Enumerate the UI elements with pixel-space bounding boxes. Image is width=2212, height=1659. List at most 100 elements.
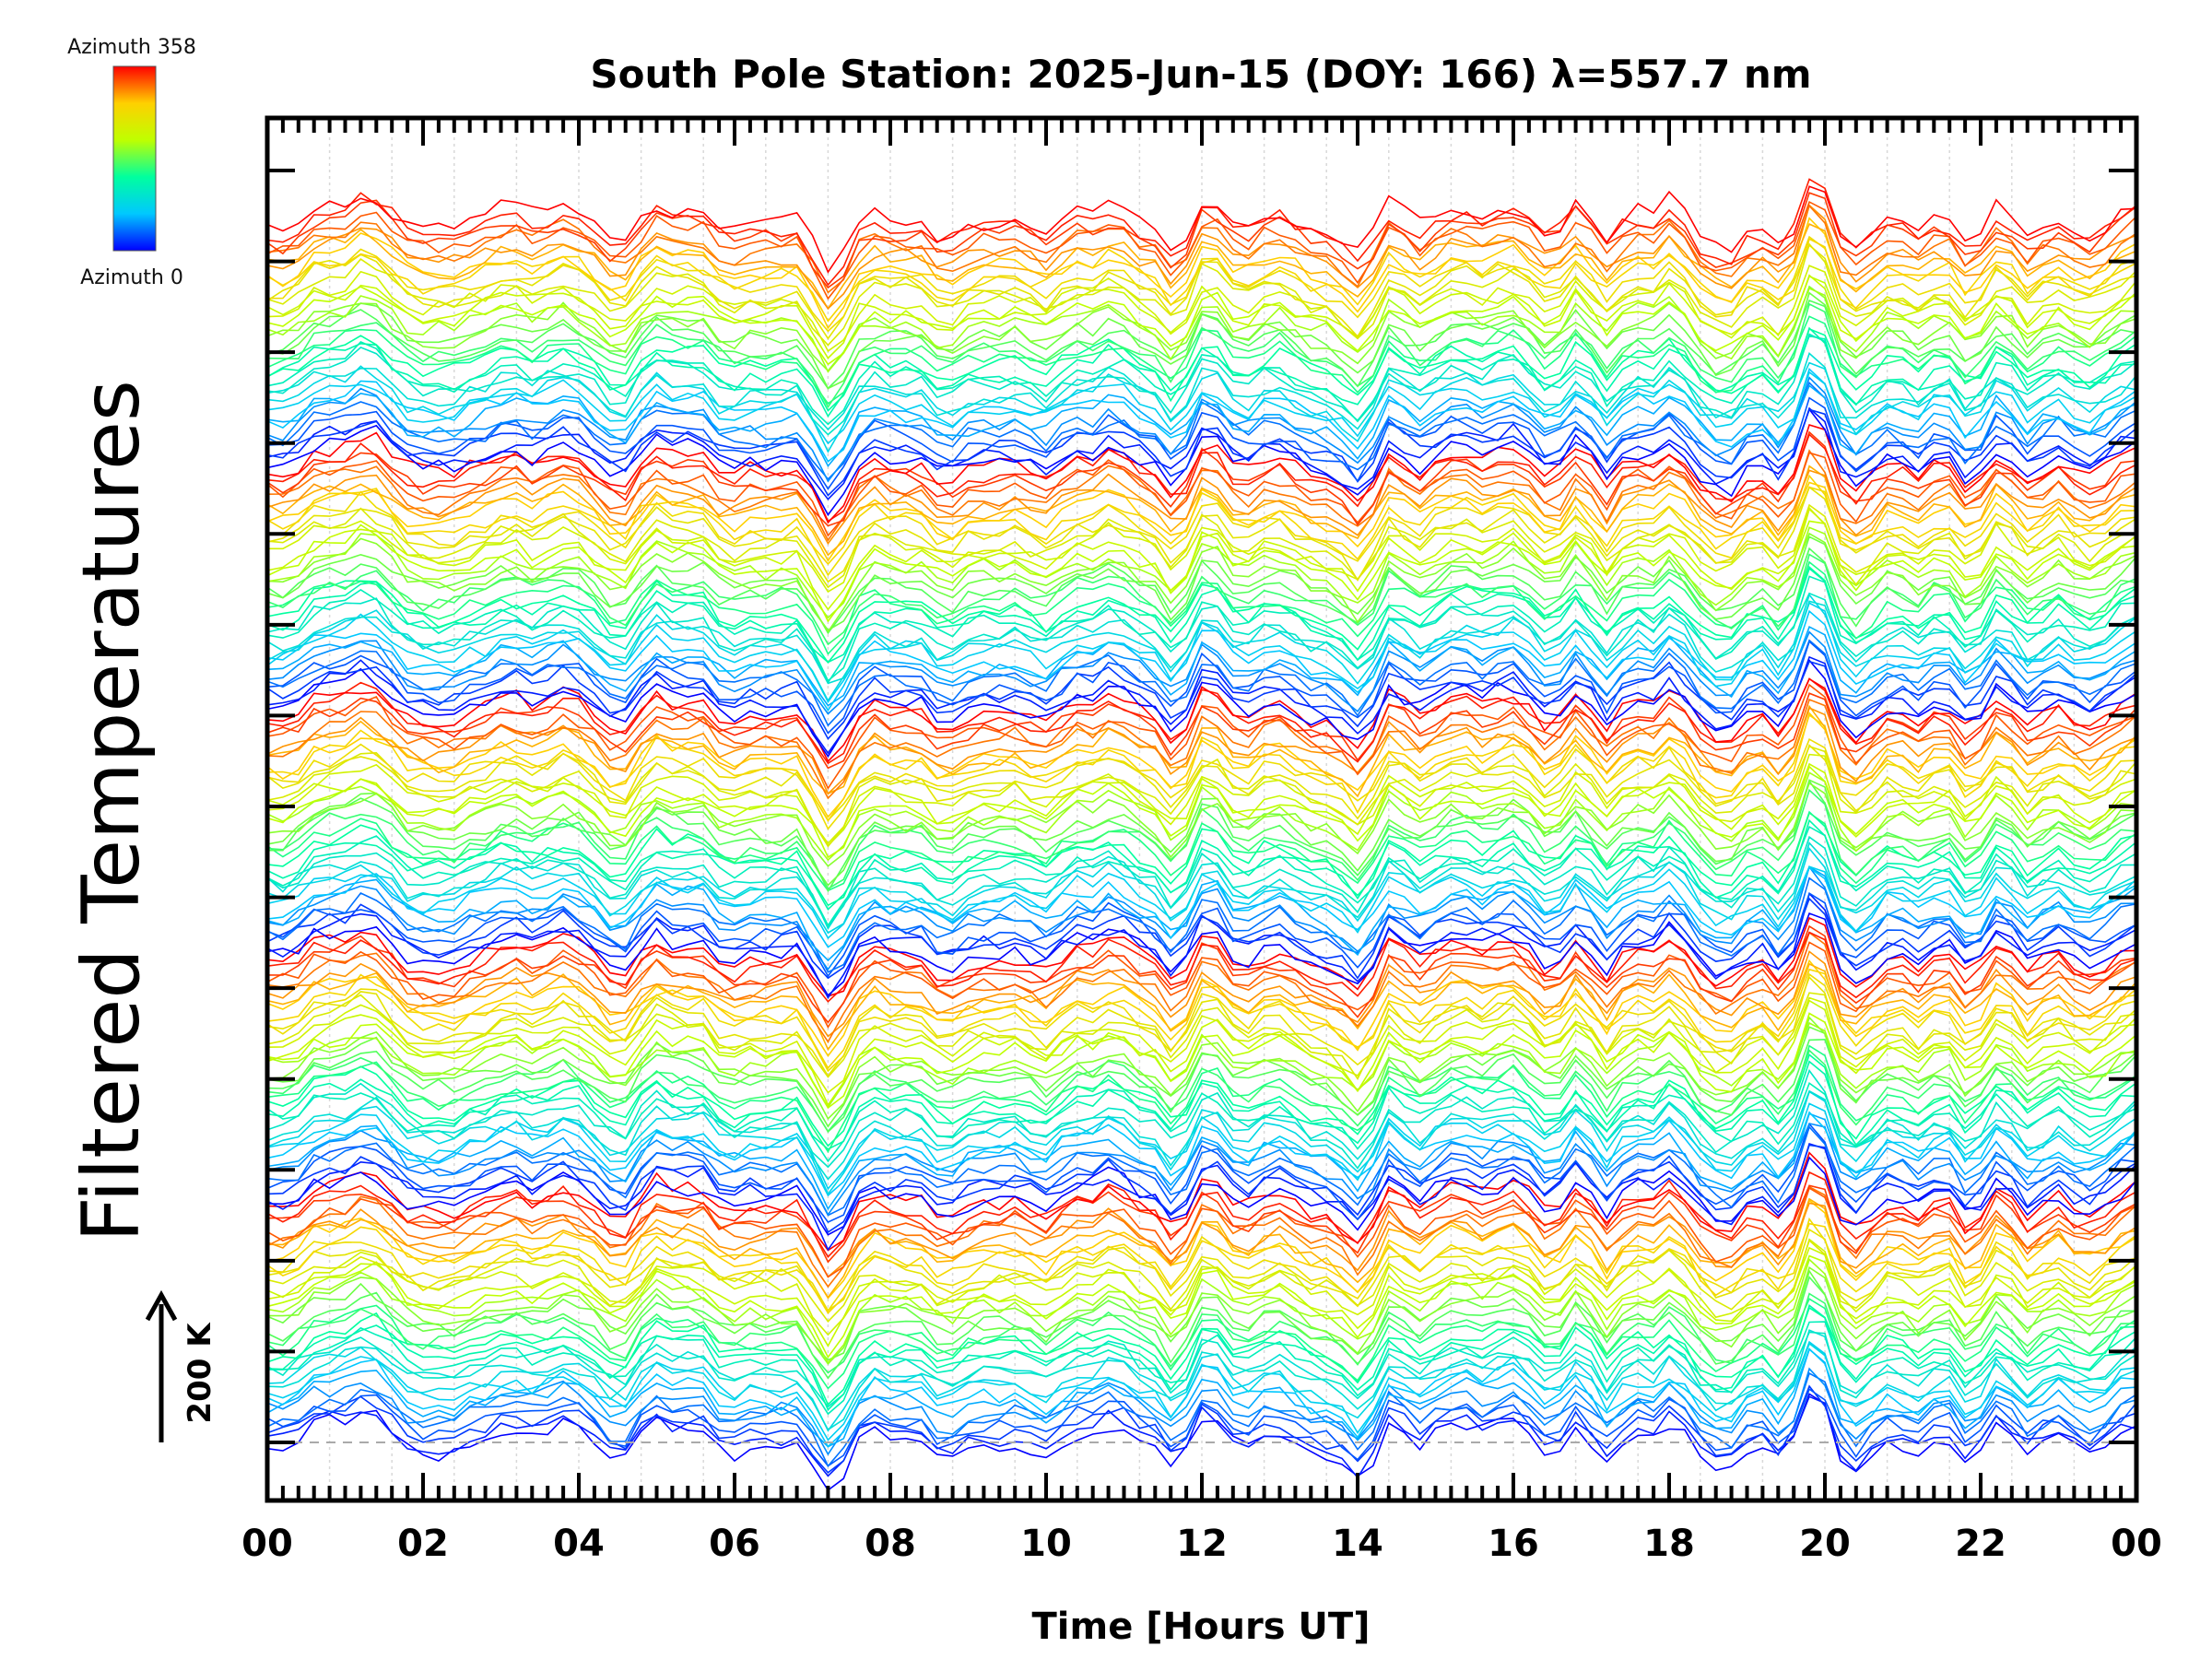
x-tick-label: 22 [1955, 1523, 2006, 1565]
trace-line [267, 265, 2136, 353]
trace-line [267, 841, 2136, 931]
trace-line [267, 1202, 2136, 1278]
scale-bar: 200 K [145, 1289, 218, 1442]
trace-line [267, 396, 2136, 490]
trace-line [267, 217, 2136, 330]
trace-line [267, 274, 2136, 359]
trace-line [267, 406, 2136, 500]
scale-bar-arrowhead [145, 1289, 178, 1322]
trace-line [267, 506, 2136, 594]
trace-line [267, 891, 2136, 978]
trace-line [267, 1239, 2136, 1324]
scale-bar-label: 200 K [182, 1322, 218, 1424]
x-tick-label: 08 [865, 1523, 916, 1565]
trace-line [267, 1171, 2136, 1258]
trace-line [267, 532, 2136, 633]
colorbar-bar [112, 65, 157, 252]
trace-line [267, 835, 2136, 927]
trace-line [267, 1292, 2136, 1374]
trace-line [267, 1144, 2136, 1234]
trace-line [267, 1329, 2136, 1431]
colorbar-bottom-label: Azimuth 0 [80, 266, 183, 289]
trace-line [267, 811, 2136, 892]
trace-line [267, 765, 2136, 859]
trace-line [267, 865, 2136, 962]
trace-line [267, 526, 2136, 619]
trace-line [267, 223, 2136, 311]
trace-line [267, 897, 2136, 980]
trace-line [267, 327, 2136, 412]
trace-line [267, 449, 2136, 542]
trace-line [267, 975, 2136, 1077]
trace-line [267, 1016, 2136, 1121]
trace-line [267, 810, 2136, 907]
trace-line [267, 1298, 2136, 1390]
trace-line [267, 744, 2136, 822]
trace-line [267, 625, 2136, 707]
trace-line [267, 950, 2136, 1038]
trace-line [267, 660, 2136, 740]
trace-line [267, 818, 2136, 911]
trace-line [267, 931, 2136, 1043]
trace-line [267, 1258, 2136, 1364]
x-tick-label: 18 [1643, 1523, 1695, 1565]
trace-line [267, 1395, 2136, 1479]
trace-line [267, 430, 2136, 527]
trace-line [267, 999, 2136, 1107]
trace-line [267, 287, 2136, 373]
trace-line [267, 371, 2136, 445]
trace-line [267, 959, 2136, 1058]
trace-line [267, 600, 2136, 685]
trace-line [267, 486, 2136, 577]
trace-line [267, 892, 2136, 1000]
trace-line [267, 996, 2136, 1094]
trace-line [267, 1254, 2136, 1359]
x-tick-label: 12 [1176, 1523, 1228, 1565]
trace-line [267, 1068, 2136, 1170]
trace-line [267, 1197, 2136, 1300]
trace-line [267, 486, 2136, 583]
trace-line [267, 335, 2136, 426]
trace-line [267, 238, 2136, 323]
trace-line [267, 713, 2136, 822]
trace-line [267, 924, 2136, 1024]
trace-line [267, 1089, 2136, 1181]
trace-line [267, 1384, 2136, 1474]
trace-line [267, 737, 2136, 830]
trace-line [267, 1217, 2136, 1312]
trace-line [267, 1371, 2136, 1468]
trace-line [267, 1238, 2136, 1336]
trace-line [267, 1021, 2136, 1109]
trace-line [267, 593, 2136, 702]
x-axis-label: Time [Hours UT] [1032, 1606, 1371, 1648]
x-tick-label: 04 [553, 1523, 605, 1565]
trace-line [267, 1321, 2136, 1416]
trace-line [267, 1342, 2136, 1432]
x-tick-label: 00 [241, 1523, 293, 1565]
trace-line [267, 432, 2136, 523]
trace-line [267, 707, 2136, 795]
trace-line [267, 1012, 2136, 1110]
trace-line [267, 677, 2136, 765]
trace-line [267, 1060, 2136, 1150]
axis-ticks [265, 118, 2138, 1500]
trace-line [267, 745, 2136, 848]
trace-line [267, 200, 2136, 300]
trace-line [267, 704, 2136, 798]
trace-line [267, 698, 2136, 800]
trace-line [267, 630, 2136, 715]
trace-line [267, 916, 2136, 997]
x-tick-label: 16 [1488, 1523, 1539, 1565]
x-tick-label: 10 [1020, 1523, 1072, 1565]
trace-line [267, 658, 2136, 759]
trace-line [267, 376, 2136, 483]
trace-line [267, 384, 2136, 468]
trace-line [267, 1151, 2136, 1252]
trace-line [267, 639, 2136, 727]
trace-line [267, 469, 2136, 546]
trace-line [267, 302, 2136, 409]
x-tick-labels: 00 02 04 06 08 10 12 14 16 18 20 22 00 [241, 1523, 2162, 1565]
trace-line [267, 962, 2136, 1052]
trace-line [267, 1340, 2136, 1441]
